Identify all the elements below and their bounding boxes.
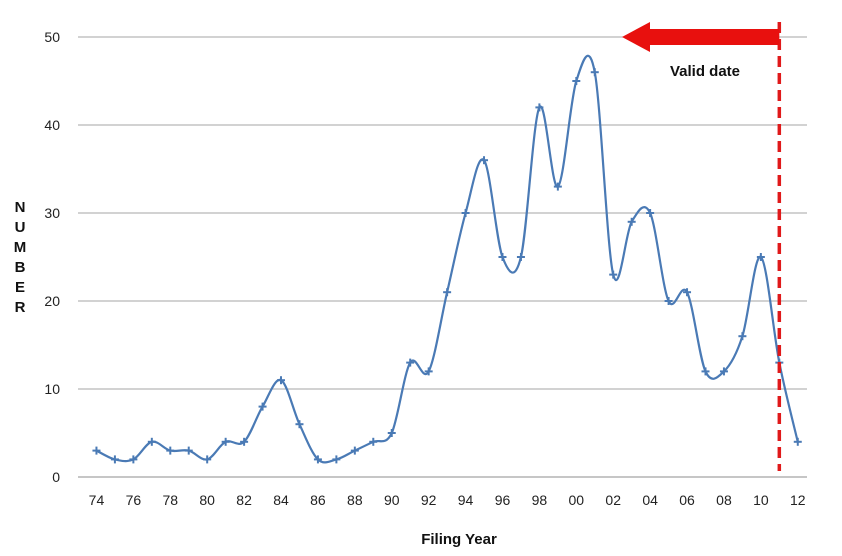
data-point — [535, 103, 544, 112]
x-tick-label: 10 — [753, 492, 769, 508]
data-point — [572, 77, 581, 85]
series-layer — [95, 54, 799, 464]
data-point — [646, 209, 655, 217]
y-axis-title-letter: B — [15, 259, 26, 276]
data-point — [756, 253, 765, 261]
data-point — [406, 358, 415, 367]
data-point — [258, 402, 267, 411]
data-point — [719, 367, 728, 376]
y-tick-label: 20 — [44, 293, 60, 309]
y-tick-label: 0 — [52, 469, 60, 485]
y-tick-label: 30 — [44, 205, 60, 221]
x-tick-label: 86 — [310, 492, 326, 508]
data-point — [683, 288, 692, 297]
y-axis-title-letter: R — [15, 299, 26, 316]
x-tick-label: 76 — [126, 492, 142, 508]
data-point — [516, 253, 525, 261]
data-point — [738, 332, 747, 341]
data-point — [110, 455, 119, 464]
data-point — [609, 270, 618, 279]
x-tick-label: 98 — [532, 492, 548, 508]
x-tick-label: 90 — [384, 492, 400, 508]
y-axis-title-letter: N — [15, 199, 26, 216]
x-tick-label: 04 — [642, 492, 658, 508]
data-point — [443, 288, 452, 297]
data-point — [627, 217, 636, 226]
data-point — [498, 253, 507, 261]
x-tick-label: 78 — [162, 492, 178, 508]
y-tick-labels: 0 10 20 30 40 50 — [44, 29, 60, 485]
data-point — [480, 156, 489, 165]
y-tick-label: 40 — [44, 117, 60, 133]
data-point — [664, 297, 673, 305]
x-tick-label: 02 — [605, 492, 621, 508]
data-point — [424, 367, 433, 376]
left-arrow — [622, 22, 780, 52]
data-point — [369, 437, 378, 446]
x-axis-title: Filing Year — [421, 531, 497, 548]
x-tick-labels: 74 76 78 80 82 84 86 88 90 92 94 96 98 00 02 04 06 08 10 12 — [89, 492, 806, 508]
data-point — [701, 367, 710, 376]
data-point — [147, 437, 156, 446]
data-point — [332, 455, 341, 464]
data-point — [295, 420, 304, 429]
x-tick-label: 74 — [89, 492, 105, 508]
data-point — [129, 455, 138, 464]
data-point — [166, 446, 175, 455]
series-line — [95, 54, 799, 464]
data-point — [387, 429, 396, 437]
data-point — [221, 437, 230, 446]
x-tick-label: 00 — [569, 492, 585, 508]
y-axis-title-letter: M — [14, 239, 27, 256]
marker-layer — [92, 68, 802, 464]
gridlines — [78, 36, 807, 478]
y-axis-title-letter: E — [15, 279, 25, 296]
x-tick-label: 06 — [679, 492, 695, 508]
y-axis-title-letter: U — [15, 219, 26, 236]
x-tick-label: 12 — [790, 492, 806, 508]
x-tick-label: 96 — [495, 492, 511, 508]
x-tick-label: 80 — [199, 492, 215, 508]
data-point — [350, 446, 359, 455]
data-point — [313, 455, 322, 464]
data-point — [184, 446, 193, 455]
x-tick-label: 92 — [421, 492, 437, 508]
x-tick-label: 88 — [347, 492, 363, 508]
data-point — [590, 68, 599, 77]
valid-date-annotation: Valid date — [622, 22, 782, 471]
data-point — [203, 455, 212, 464]
y-tick-label: 50 — [44, 29, 60, 45]
data-point — [553, 182, 562, 191]
x-tick-label: 82 — [236, 492, 252, 508]
data-point — [92, 446, 101, 455]
data-point — [793, 437, 802, 446]
x-tick-label: 08 — [716, 492, 732, 508]
data-point — [277, 376, 286, 385]
data-point — [240, 437, 249, 446]
x-tick-label: 94 — [458, 492, 474, 508]
data-point — [461, 209, 470, 217]
y-tick-label: 10 — [44, 381, 60, 397]
valid-date-label: Valid date — [670, 63, 740, 80]
x-tick-label: 84 — [273, 492, 289, 508]
